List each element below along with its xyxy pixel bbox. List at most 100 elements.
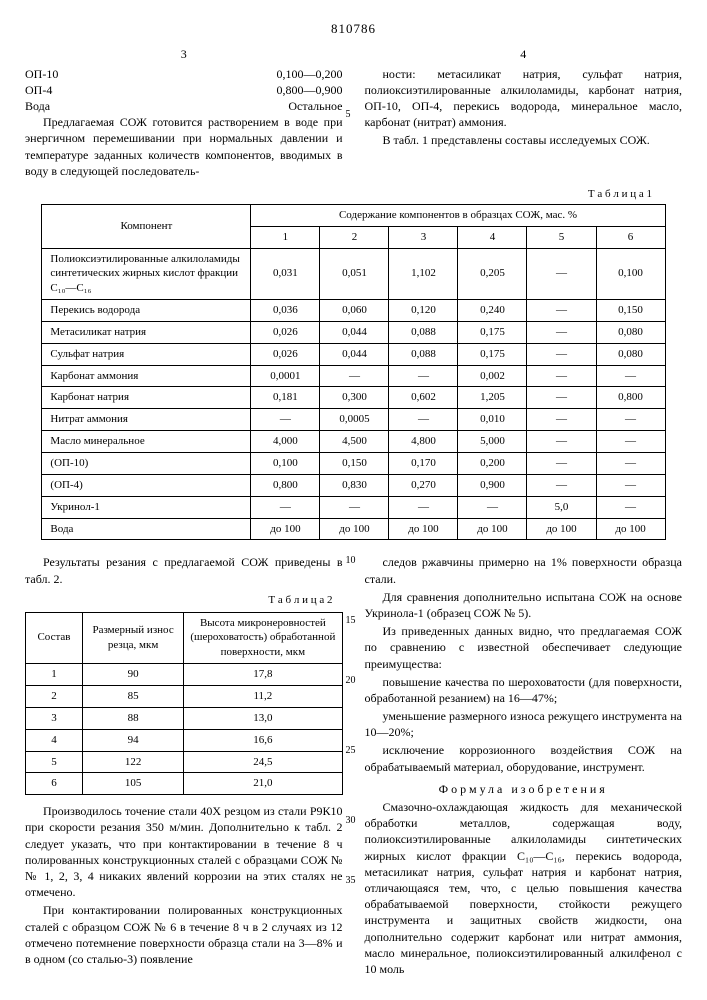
t1-cell: 0,240 [458,300,527,322]
table1-title: Т а б л и ц а 1 [25,187,652,202]
t1-component: Карбонат натрия [42,387,251,409]
t2-cell: 16,6 [184,729,342,751]
line-num-15: 15 [346,614,356,628]
rb-para7: Смазочно-охлаждающая жидкость для механи… [365,799,683,977]
t1-cell: — [251,409,320,431]
t2-cell: 6 [26,773,83,795]
t1-cell: — [458,496,527,518]
t1-cell: 0,602 [389,387,458,409]
t1-cell: 0,200 [458,453,527,475]
th-col: 2 [320,226,389,248]
t1-cell: — [596,409,665,431]
t1-cell: 0,150 [320,453,389,475]
t1-cell: 0,088 [389,343,458,365]
t1-cell: — [389,365,458,387]
t1-cell: 4,500 [320,431,389,453]
list-val: 0,100—0,200 [277,66,343,82]
t1-cell: — [389,496,458,518]
t1-cell: — [527,453,596,475]
t2-cell: 90 [82,664,183,686]
t2-cell: 105 [82,773,183,795]
t1-cell: 0,026 [251,321,320,343]
t1-cell: 0,060 [320,300,389,322]
t1-cell: — [527,387,596,409]
t1-cell: — [596,453,665,475]
right-column-top: 4 ности: метасиликат натрия, сульфат нат… [365,46,683,182]
left-bottom-para2: При контактировании полированных констру… [25,902,343,967]
t1-cell: 0,150 [596,300,665,322]
t1-cell: 0,036 [251,300,320,322]
line-num-25: 25 [346,744,356,758]
t1-component: (ОП-4) [42,474,251,496]
t2-cell: 1 [26,664,83,686]
t1-component: Карбонат аммония [42,365,251,387]
t1-cell: 0,181 [251,387,320,409]
t1-cell: — [527,248,596,300]
t1-cell: 1,205 [458,387,527,409]
t2-cell: 5 [26,751,83,773]
t2-cell: 85 [82,685,183,707]
t1-component: Вода [42,518,251,540]
rb-para6: исключение коррозионного воздействия СОЖ… [365,742,683,774]
t1-component: Сульфат натрия [42,343,251,365]
t2-cell: 2 [26,685,83,707]
t1-component: Нитрат аммония [42,409,251,431]
t1-cell: — [527,409,596,431]
t1-cell: — [320,496,389,518]
t1-component: Масло минеральное [42,431,251,453]
t1-cell: 0,270 [389,474,458,496]
th-col: 5 [527,226,596,248]
list-name: ОП-10 [25,66,58,82]
page-col-3: 3 [25,46,343,62]
t1-component: Метасиликат натрия [42,321,251,343]
t2-cell: 24,5 [184,751,342,773]
t1-cell: 1,102 [389,248,458,300]
line-num-5: 5 [346,108,351,122]
line-num-35: 35 [346,874,356,888]
th-col: 6 [596,226,665,248]
list-name: Вода [25,98,50,114]
t1-cell: 0,031 [251,248,320,300]
t1-cell: — [596,474,665,496]
t1-cell: 0,051 [320,248,389,300]
rb-para4: повышение качества по шероховатости (для… [365,674,683,706]
bottom-columns: 10 15 20 25 30 35 Результаты резания с п… [25,554,682,979]
left-column-bottom: Результаты резания с предлагаемой СОЖ пр… [25,554,343,979]
document-number: 810786 [25,20,682,38]
t2-h3: Высота микронеровностей (шероховатость) … [184,612,342,664]
t2-cell: 13,0 [184,707,342,729]
page-col-4: 4 [365,46,683,62]
t1-cell: — [527,343,596,365]
th-col: 3 [389,226,458,248]
th-component: Компонент [42,204,251,248]
table1: Компонент Содержание компонентов в образ… [41,204,665,541]
th-group: Содержание компонентов в образцах СОЖ, м… [251,204,665,226]
t1-component: Укринол-1 [42,496,251,518]
list-val: Остальное [288,98,342,114]
formula-title: Формула изобретения [365,781,683,797]
right-top-para2: В табл. 1 представлены составы исследуем… [365,132,683,148]
rb-para5: уменьшение размерного износа режущего ин… [365,708,683,740]
t1-cell: — [389,409,458,431]
t1-cell: 0,044 [320,343,389,365]
left-bottom-para1: Производилось точение стали 40Х резцом и… [25,803,343,900]
t1-cell: — [596,496,665,518]
t1-cell: 0,0001 [251,365,320,387]
list-name: ОП-4 [25,82,52,98]
t1-cell: 0,002 [458,365,527,387]
t1-cell: 0,080 [596,321,665,343]
t1-cell: 5,0 [527,496,596,518]
th-col: 1 [251,226,320,248]
t2-cell: 94 [82,729,183,751]
t1-cell: 0,800 [251,474,320,496]
t2-cell: 122 [82,751,183,773]
t1-cell: — [527,321,596,343]
t1-cell: — [527,300,596,322]
t1-cell: 0,205 [458,248,527,300]
t2-h2: Размерный износ резца, мкм [82,612,183,664]
table2-title: Т а б л и ц а 2 [25,593,333,608]
left-top-para: Предлагаемая СОЖ готовится растворением … [25,114,343,179]
table2-intro: Результаты резания с предлагаемой СОЖ пр… [25,554,343,586]
t2-cell: 88 [82,707,183,729]
t1-cell: 0,100 [596,248,665,300]
